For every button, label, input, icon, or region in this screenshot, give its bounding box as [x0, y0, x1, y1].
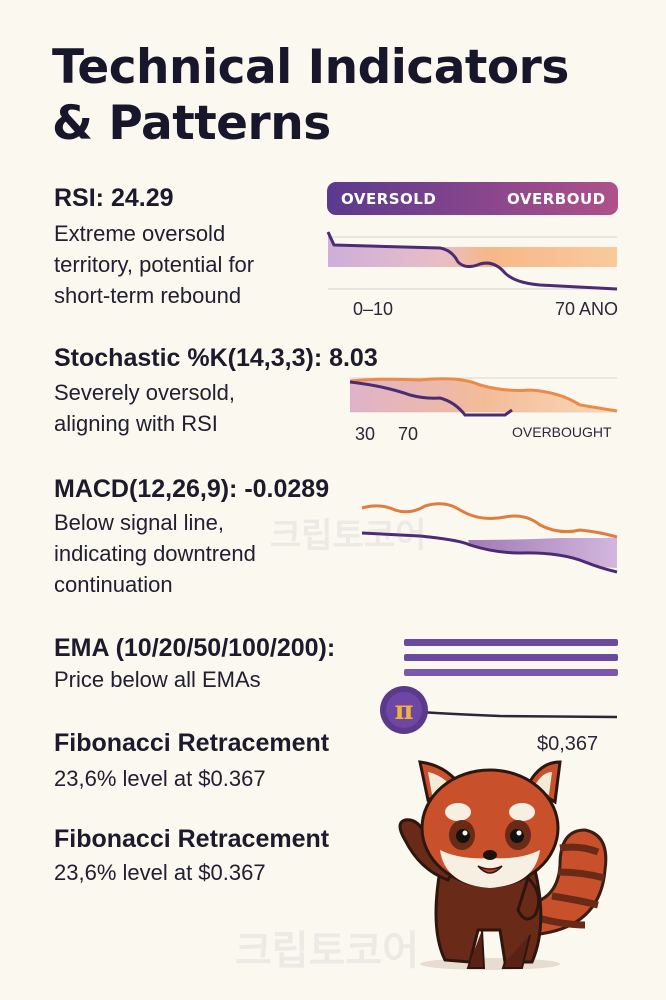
stochastic-fill	[350, 378, 617, 412]
rsi-description: Extreme oversold territory, potential fo…	[54, 218, 254, 311]
watermark-text-lower: 크립토코어	[235, 928, 419, 974]
stochastic-desc-line-2: aligning with RSI	[54, 411, 218, 436]
rsi-heading: RSI: 24.29	[54, 184, 174, 212]
macd-desc-line-1: Below signal line,	[54, 510, 224, 535]
stochastic-desc-line-1: Severely oversold,	[54, 380, 235, 405]
pi-coin-icon: π	[380, 686, 428, 734]
macd-line	[361, 531, 618, 574]
stochastic-tick-30: 30	[355, 424, 375, 444]
ema-chart: π $0,367	[380, 639, 618, 755]
watermark-text-upper: 크립토코어	[270, 516, 427, 556]
fibonacci-desc-1: 23,6% level at $0.367	[54, 766, 266, 791]
panda-tail	[523, 828, 608, 937]
rsi-pill-overbought: OVERBOUD	[507, 190, 606, 208]
rsi-desc-line-1: Extreme oversold	[54, 221, 226, 246]
panda-eye-icon	[456, 829, 470, 843]
stochastic-signal-line	[349, 377, 618, 413]
stochastic-description: Severely oversold, aligning with RSI	[54, 377, 235, 439]
rsi-zone-fill	[328, 232, 617, 267]
ema-line-10	[404, 639, 618, 646]
macd-heading: MACD(12,26,9): -0.0289	[54, 475, 330, 503]
ema-line-20	[404, 654, 618, 661]
title-line-1: Technical Indicators	[52, 40, 569, 95]
red-panda-mascot-icon	[398, 760, 608, 970]
macd-signal-line	[361, 502, 618, 539]
rsi-line	[326, 231, 618, 291]
ema-line-50	[404, 669, 618, 676]
rsi-desc-line-3: short-term rebound	[54, 283, 242, 308]
stochastic-k-line	[349, 380, 513, 417]
rsi-pill-oversold: OVERSOLD	[341, 190, 436, 208]
rsi-tick-right: 70 ANO	[555, 299, 618, 319]
rsi-desc-line-2: territory, potential for	[54, 252, 255, 277]
stochastic-tick-overbought: OVERBOUGHT	[512, 424, 612, 440]
macd-desc-line-3: continuation	[54, 572, 173, 597]
macd-chart	[361, 502, 618, 574]
macd-description: Below signal line, indicating downtrend …	[54, 507, 256, 600]
stochastic-tick-70: 70	[398, 424, 418, 444]
ema-heading: EMA (10/20/50/100/200):	[54, 634, 336, 662]
ema-description: Price below all EMAs	[54, 667, 261, 692]
ema-price-line	[419, 710, 618, 719]
rsi-pill	[327, 182, 618, 215]
fibonacci-heading-2: Fibonacci Retracement	[54, 825, 330, 853]
rsi-tick-left: 0–10	[353, 299, 393, 319]
svg-text:π: π	[394, 696, 413, 726]
page-title: Technical Indicators & Patterns	[52, 40, 642, 152]
macd-desc-line-2: indicating downtrend	[54, 541, 256, 566]
fibonacci-desc-2: 23,6% level at $0.367	[54, 860, 266, 885]
rsi-gauge: OVERSOLD OVERBOUD 0–10 70 ANO	[326, 182, 618, 319]
stochastic-chart: 30 70 OVERBOUGHT	[349, 377, 618, 444]
fibonacci-heading-1: Fibonacci Retracement	[54, 729, 330, 757]
ema-price-label: $0,367	[537, 733, 598, 755]
panda-eye-icon	[510, 829, 524, 843]
title-line-2: & Patterns	[52, 96, 331, 151]
stochastic-heading: Stochastic %K(14,3,3): 8.03	[54, 344, 378, 372]
